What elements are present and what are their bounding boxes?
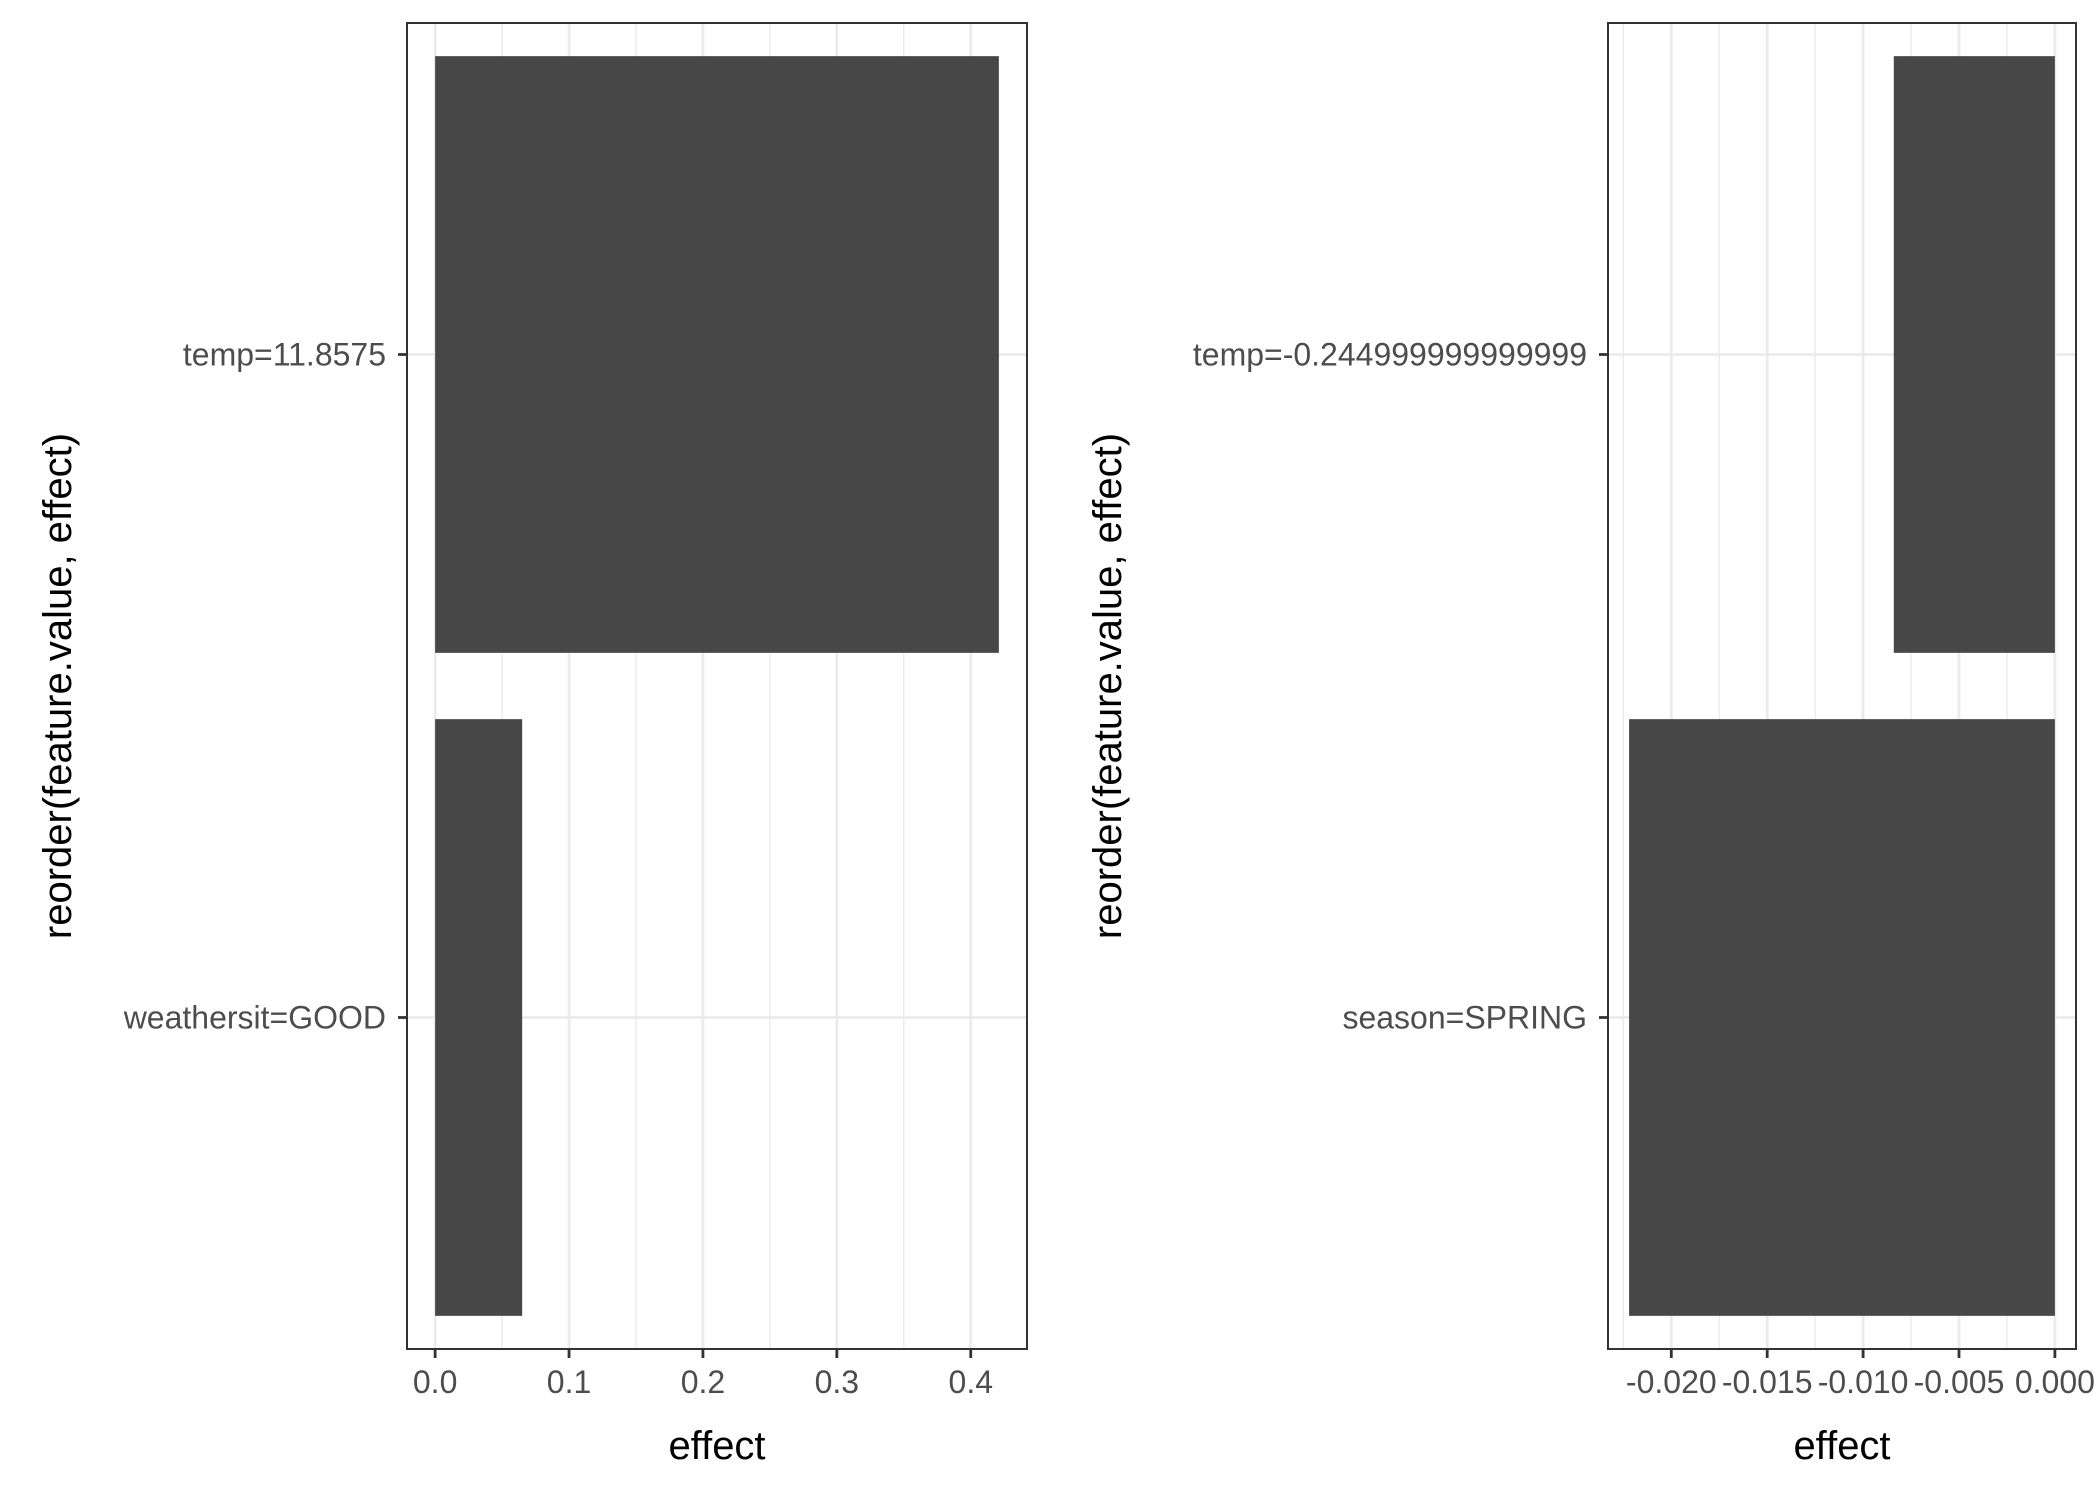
x-tick-label: 0.3: [815, 1364, 859, 1400]
x-tick-label: -0.015: [1722, 1364, 1813, 1400]
y-axis-title: reorder(feature.value, effect): [1086, 433, 1130, 939]
x-tick-label: -0.005: [1914, 1364, 2005, 1400]
x-tick-label: -0.010: [1818, 1364, 1909, 1400]
y-tick-label: weathersit=GOOD: [123, 1000, 386, 1036]
x-axis-title: effect: [1793, 1424, 1890, 1468]
bar: [435, 719, 523, 1316]
x-axis-title: effect: [668, 1424, 765, 1468]
x-tick-label: -0.020: [1626, 1364, 1717, 1400]
y-tick-label: temp=11.8575: [183, 337, 386, 373]
y-axis-title: reorder(feature.value, effect): [36, 433, 80, 939]
panel-border: [1607, 22, 2077, 1350]
y-tick-label: temp=-0.244999999999999: [1193, 337, 1587, 373]
bar: [435, 56, 999, 653]
y-tick-label: season=SPRING: [1342, 1000, 1587, 1036]
x-tick-label: 0.000: [2015, 1364, 2095, 1400]
x-tick-label: 0.2: [681, 1364, 725, 1400]
bar: [1629, 719, 2055, 1316]
x-tick-label: 0.0: [413, 1364, 457, 1400]
left-chart: temp=11.8575 weathersit=GOOD 0.0 0.1 0.2 0.3 0…: [36, 22, 1028, 1468]
right-chart: temp=-0.244999999999999 season=SPRING -0.0…: [1086, 22, 2095, 1468]
x-tick-label: 0.4: [949, 1364, 993, 1400]
x-tick-label: 0.1: [547, 1364, 591, 1400]
panel-border: [406, 22, 1028, 1350]
bar: [1893, 56, 2055, 653]
